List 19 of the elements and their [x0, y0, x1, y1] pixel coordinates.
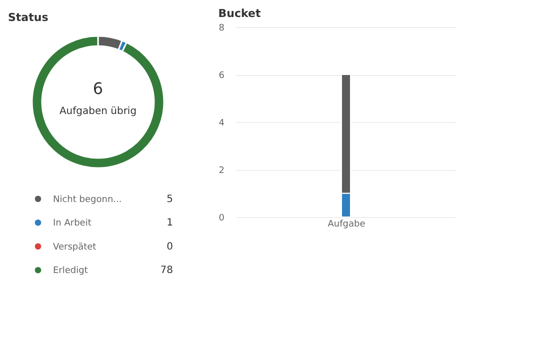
legend-label: Nicht begonn... [53, 194, 122, 205]
data-label: 1 [166, 218, 173, 229]
y-tick-label: 2 [218, 166, 224, 176]
chart-title: Status [8, 11, 49, 24]
legend-label: Erledigt [53, 266, 88, 276]
data-label: 5 [166, 194, 173, 205]
legend-label: Verspätet [53, 242, 97, 252]
donut-slice [31, 35, 165, 169]
x-tick-label: Aufgabe [328, 220, 366, 230]
text: Aufgaben übrig [59, 106, 137, 117]
chart-title: Bucket [218, 7, 261, 20]
y-tick-label: 8 [218, 24, 225, 34]
y-tick-label: 4 [218, 118, 225, 128]
text: 6 [92, 79, 104, 98]
legend-label: In Arbeit [53, 218, 92, 229]
text: 0 [166, 241, 173, 252]
data-label: 78 [160, 265, 173, 276]
y-tick-label: 6 [218, 71, 225, 81]
y-tick-label: 0 [218, 214, 225, 224]
